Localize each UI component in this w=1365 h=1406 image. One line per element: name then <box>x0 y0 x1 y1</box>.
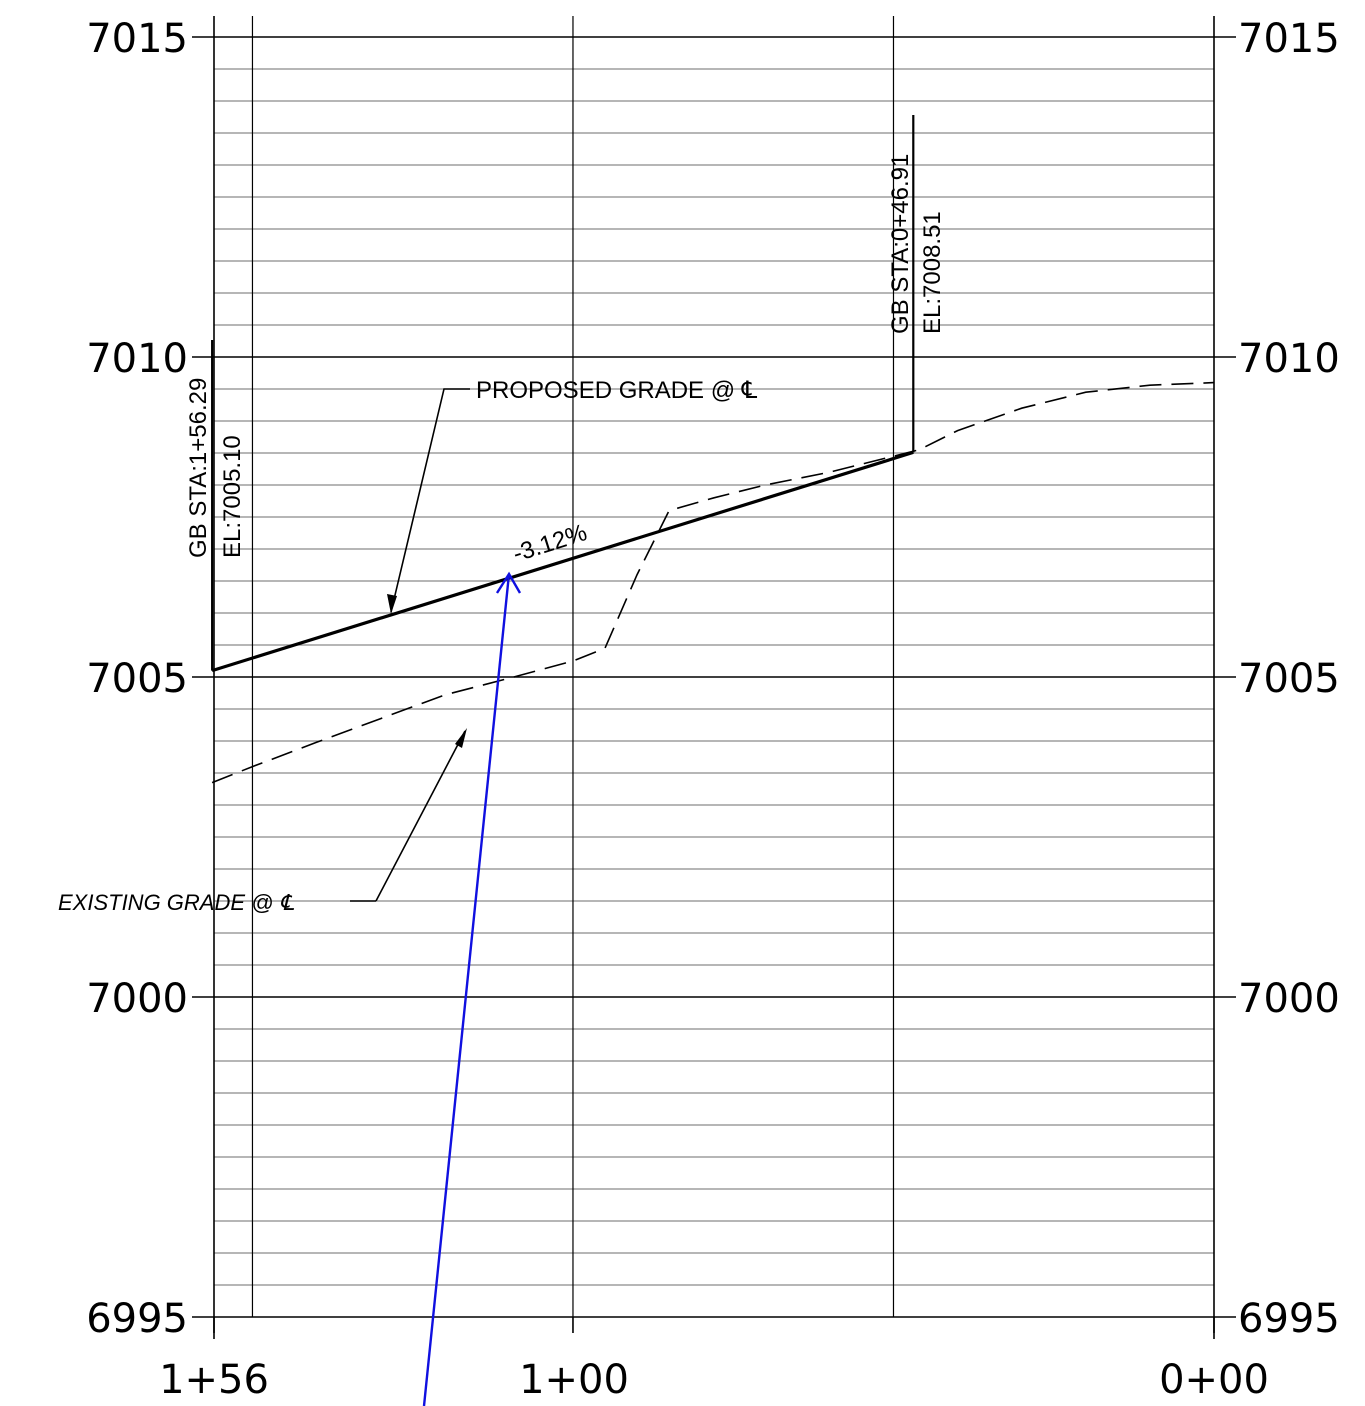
y-tick-label-left: 6995 <box>86 1296 188 1342</box>
blue-pointer-arrowhead <box>495 571 522 594</box>
labels-layer: 7015 7015 7010 7010 7005 7005 7000 7000 6995 6995… <box>86 16 1340 1403</box>
existing-grade-label: EXISTING GRADE @ ℄ <box>58 890 295 915</box>
y-tick-label-right: 7015 <box>1238 16 1340 62</box>
series-layer <box>211 381 1215 784</box>
frame <box>213 16 1215 1339</box>
gb1-station-label: GB STA:1+56.29 <box>185 378 212 558</box>
existing-grade-leader <box>375 730 466 902</box>
x-tick-label: 1+00 <box>519 1357 629 1403</box>
x-tick-label: 1+56 <box>159 1357 269 1403</box>
y-tick-label-left: 7015 <box>86 16 188 62</box>
y-tick-label-left: 7005 <box>86 656 188 702</box>
proposed-grade-leader <box>390 388 470 613</box>
gb2-station-label: GB STA:0+46.91 <box>887 154 914 334</box>
slope-label: -3.12% <box>510 519 591 568</box>
gb2-elevation-label: EL:7008.51 <box>919 211 946 334</box>
annotations-layer: GB STA:1+56.29 EL:7005.10 GB STA:0+46.91 EL… <box>58 115 946 1406</box>
proposed-grade-label: PROPOSED GRADE @ ℄ <box>476 377 758 404</box>
y-tick-label-right: 7010 <box>1238 336 1340 382</box>
gb1-elevation-label: EL:7005.10 <box>219 435 246 558</box>
y-tick-label-left: 7000 <box>86 976 188 1022</box>
existing-grade-line <box>211 381 1215 784</box>
proposed-grade-line <box>211 450 914 673</box>
y-tick-label-right: 7000 <box>1238 976 1340 1022</box>
leader-arrowhead <box>455 728 467 748</box>
y-tick-label-right: 6995 <box>1238 1296 1340 1342</box>
y-tick-label-right: 7005 <box>1238 656 1340 702</box>
blue-pointer-line <box>422 573 511 1406</box>
leader-arrowhead <box>387 594 397 614</box>
grid <box>192 16 1236 1318</box>
x-tick-label: 0+00 <box>1159 1357 1269 1403</box>
y-tick-label-left: 7010 <box>86 336 188 382</box>
